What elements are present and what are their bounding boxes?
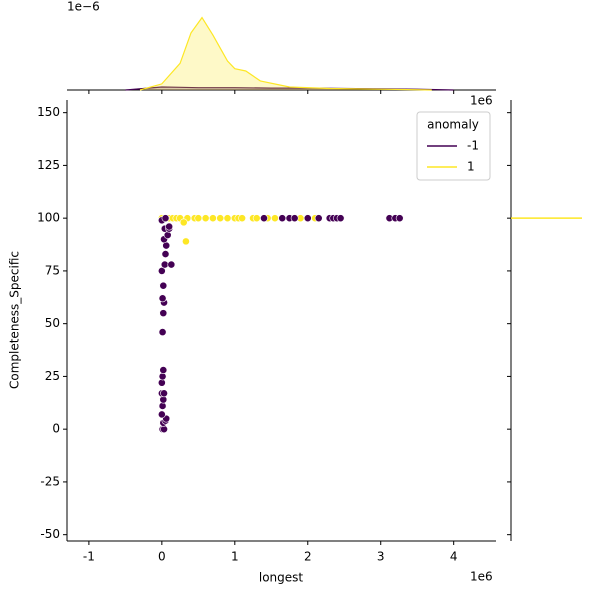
x-tick-label: 1: [231, 550, 239, 564]
scatter-point: [159, 309, 168, 318]
y-tick-label: 100: [37, 211, 60, 225]
scatter-point: [157, 267, 166, 275]
scatter-point: [158, 294, 167, 303]
y-tick-label: 125: [37, 158, 60, 172]
kde-line: [139, 16, 432, 91]
scatter-point: [314, 214, 323, 223]
y-tick-label: 25: [45, 369, 60, 383]
scatter-point: [271, 214, 279, 223]
scatter-point: [161, 214, 170, 223]
scatter-point: [157, 410, 166, 419]
x-tick-label: 0: [158, 550, 166, 564]
scatter-point: [167, 260, 176, 269]
scatter-point: [303, 214, 312, 223]
scatter-point: [223, 214, 232, 223]
scatter-point: [260, 214, 268, 223]
scatter-point: [158, 328, 167, 337]
legend-title: anomaly: [427, 118, 479, 132]
scatter-point: [201, 214, 210, 223]
y-tick-label: -25: [40, 474, 60, 488]
y-axis-label: Completeness_Specific: [8, 251, 22, 389]
scatter-point: [290, 214, 299, 223]
scatter-point: [161, 250, 170, 258]
y-tick-label: -50: [40, 527, 60, 541]
x-axis-label: longest: [259, 571, 304, 585]
scatter-point: [160, 389, 168, 398]
scatter-point: [179, 218, 188, 227]
scatter-point: [336, 214, 345, 223]
y-tick-label: 75: [45, 263, 60, 277]
x-tick-label: 4: [450, 550, 458, 564]
y-tick-label: 150: [37, 105, 60, 119]
x-offset: 1e6: [470, 570, 493, 584]
scatter-point: [165, 222, 174, 231]
y-tick-label: 0: [52, 422, 60, 436]
scatter-point: [160, 260, 169, 269]
scatter-point: [216, 214, 225, 223]
x-tick-label: 2: [304, 550, 312, 564]
scatter-point: [252, 214, 261, 223]
x-tick-label: -1: [83, 550, 95, 564]
top-y-offset: 1e−6: [67, 0, 100, 14]
top-x-offset: 1e6: [470, 94, 493, 108]
scatter-point: [182, 237, 190, 246]
scatter-point: [159, 281, 168, 290]
scatter-point: [238, 214, 247, 223]
scatter-point: [194, 214, 203, 223]
scatter-point: [209, 214, 217, 223]
scatter-point: [278, 214, 287, 223]
scatter-point: [159, 366, 168, 374]
x-tick-label: 3: [377, 550, 385, 564]
y-tick-label: 50: [45, 316, 60, 330]
scatter-point: [395, 214, 404, 223]
legend-label: 1: [467, 160, 475, 174]
legend-label: -1: [467, 139, 479, 153]
